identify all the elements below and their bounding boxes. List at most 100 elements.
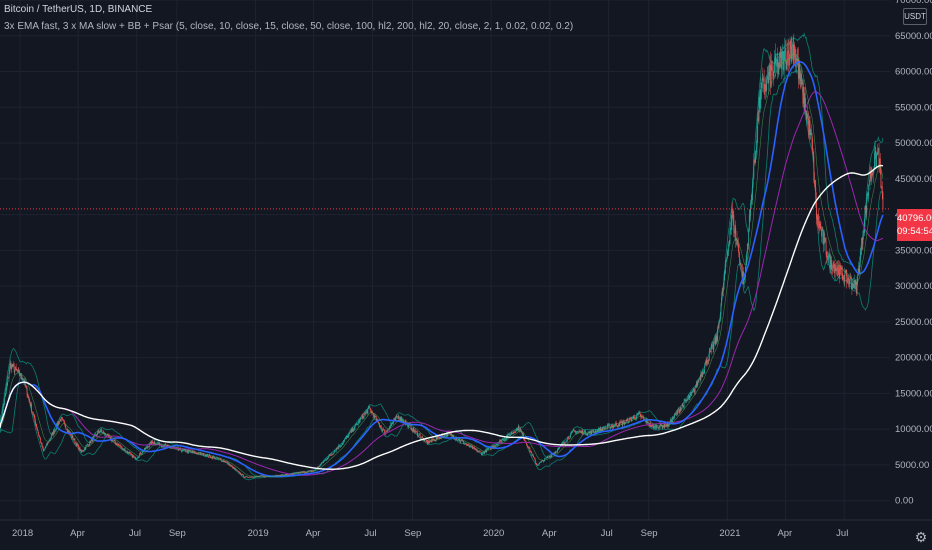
candle-body: [558, 447, 560, 449]
candle-body: [872, 172, 874, 176]
candle-body: [685, 400, 687, 402]
candle-body: [678, 409, 680, 413]
candle-body: [770, 64, 772, 87]
candle-body: [2, 409, 3, 416]
candle-body: [238, 471, 240, 472]
candle-body: [381, 426, 382, 428]
candle-body: [182, 449, 184, 451]
currency-badge[interactable]: USDT: [903, 8, 927, 25]
candle-body: [639, 412, 640, 414]
candle-body: [470, 445, 471, 447]
candle-body: [37, 428, 38, 431]
candle-body: [210, 457, 212, 459]
candle-body: [710, 351, 711, 353]
candle-body: [606, 425, 608, 428]
candle-body: [626, 420, 628, 421]
indicator-legend[interactable]: 3x EMA fast, 3 x MA slow + BB + Psar (5,…: [4, 21, 574, 32]
candle-body: [237, 470, 239, 472]
candle-body: [297, 472, 299, 474]
candle-body: [287, 474, 289, 475]
candle-body: [712, 344, 714, 350]
candle-body: [848, 281, 850, 285]
candle-body: [17, 369, 19, 372]
candle-body: [216, 457, 218, 459]
candle-body: [879, 158, 881, 168]
candle-body: [10, 363, 12, 370]
candle-body: [417, 432, 418, 436]
candle-body: [401, 421, 403, 422]
candle-body: [330, 454, 332, 456]
y-tick-label: 50000.00: [895, 138, 932, 149]
candle-body: [193, 451, 195, 453]
candle-body: [859, 262, 861, 273]
candle-body: [695, 382, 697, 388]
candle-body: [624, 422, 626, 425]
candle-body: [857, 268, 859, 275]
candle-body: [553, 452, 555, 455]
candle-body: [91, 438, 93, 442]
candle-body: [430, 441, 432, 442]
candle-body: [496, 443, 498, 445]
candle-body: [204, 455, 205, 457]
candle-body: [166, 445, 167, 447]
candle-body: [764, 88, 766, 92]
candle-body: [794, 44, 795, 57]
candle-body: [504, 438, 506, 440]
candle-body: [770, 66, 772, 87]
candle-body: [563, 442, 565, 444]
candle-body: [872, 172, 873, 176]
candle-body: [44, 447, 46, 449]
candle-body: [644, 418, 646, 420]
candle-body: [776, 59, 778, 66]
candle-body: [790, 49, 792, 59]
candle-body: [671, 421, 673, 423]
candle-body: [686, 399, 688, 400]
candle-body: [277, 475, 279, 477]
candle-body: [515, 431, 517, 433]
candle-body: [412, 430, 413, 432]
candle-body: [400, 416, 402, 421]
candle-body: [22, 378, 24, 380]
candle-body: [758, 96, 760, 121]
candle-body: [757, 117, 759, 133]
candle-body: [409, 424, 411, 426]
candle-body: [220, 459, 222, 462]
candle-body: [40, 442, 42, 444]
candle-body: [870, 171, 872, 180]
candle-body: [393, 418, 395, 420]
candle-body: [291, 473, 293, 474]
candle-body: [105, 434, 107, 437]
candle-body: [242, 474, 244, 475]
candle-body: [212, 456, 214, 459]
candle-body: [16, 369, 18, 371]
candle-body: [508, 433, 510, 435]
candle-body: [36, 425, 38, 429]
candle-body: [40, 439, 42, 443]
candle-body: [536, 463, 538, 466]
candle-body: [510, 432, 512, 435]
candle-body: [874, 152, 875, 170]
candle-body: [189, 450, 191, 452]
candle-body: [752, 177, 754, 185]
candle-body: [733, 215, 735, 232]
candle-body: [75, 442, 76, 444]
gear-icon[interactable]: ⚙: [914, 529, 928, 545]
x-tick-label: 2020: [483, 528, 504, 539]
candle-body: [690, 392, 692, 394]
candle-body: [329, 455, 331, 456]
candle-body: [126, 450, 128, 453]
candle-body: [251, 476, 253, 478]
candle-body: [619, 421, 621, 423]
candle-body: [459, 439, 460, 442]
candle-body: [528, 447, 530, 449]
candle-body: [861, 237, 863, 245]
candle-body: [803, 87, 804, 104]
candle-body: [49, 438, 51, 440]
candle-body: [142, 451, 144, 454]
candle-body: [351, 428, 353, 432]
candle-body: [581, 431, 582, 433]
candle-body: [101, 431, 103, 433]
candle-body: [55, 429, 56, 431]
candle-body: [543, 460, 545, 462]
